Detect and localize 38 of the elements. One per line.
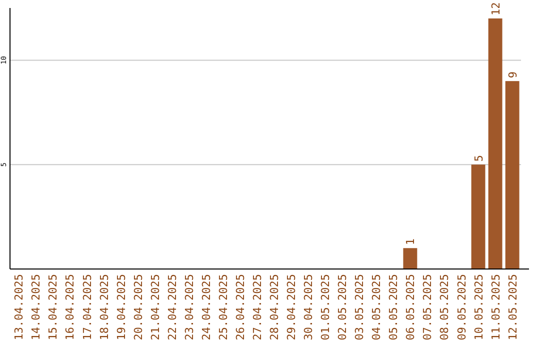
- x-tick-label: 15.04.2025: [46, 274, 60, 340]
- bar: [505, 81, 520, 269]
- x-tick-label: 05.05.2025: [387, 274, 400, 340]
- x-tick-label: 01.05.2025: [319, 274, 332, 340]
- x-tick-label: 12.05.2025: [506, 274, 520, 340]
- x-tick-label: 18.04.2025: [98, 274, 111, 340]
- x-tick-label: 30.04.2025: [302, 274, 316, 340]
- x-tick-label: 16.04.2025: [64, 274, 77, 340]
- x-tick-label: 27.04.2025: [250, 274, 264, 340]
- x-tick-label: 02.05.2025: [336, 274, 350, 340]
- x-tick-label: 17.04.2025: [80, 274, 94, 340]
- x-tick-label: 13.04.2025: [12, 274, 26, 340]
- x-tick-label: 26.04.2025: [234, 274, 247, 340]
- x-tick-label: 19.04.2025: [114, 274, 128, 340]
- x-tick-label: 06.05.2025: [404, 274, 418, 340]
- x-tick-label: 04.05.2025: [370, 274, 384, 340]
- x-tick-label: 03.05.2025: [353, 274, 366, 340]
- x-tick-label: 22.04.2025: [166, 274, 179, 340]
- x-tick-label: 11.05.2025: [489, 274, 502, 340]
- bar: [403, 248, 418, 269]
- x-tick-label: 20.04.2025: [132, 274, 145, 340]
- data-label: 12: [489, 2, 502, 16]
- x-tick-label: 29.04.2025: [285, 274, 298, 340]
- x-tick-label: 07.05.2025: [421, 274, 434, 340]
- x-tick-label: 14.04.2025: [30, 274, 43, 340]
- data-label: 5: [472, 154, 486, 162]
- x-tick-label: 25.04.2025: [216, 274, 230, 340]
- data-label: 9: [506, 71, 520, 78]
- bar: [471, 164, 486, 269]
- bar: [488, 18, 502, 269]
- data-label: 1: [404, 238, 418, 246]
- x-tick-label: 28.04.2025: [268, 274, 282, 340]
- x-tick-label: 21.04.2025: [148, 274, 162, 340]
- x-tick-label: 08.05.2025: [438, 274, 452, 340]
- x-tick-label: 10.05.2025: [472, 274, 486, 340]
- x-tick-label: 09.05.2025: [455, 274, 468, 340]
- x-tick-label: 23.04.2025: [182, 274, 196, 340]
- x-tick-label: 24.04.2025: [200, 274, 213, 340]
